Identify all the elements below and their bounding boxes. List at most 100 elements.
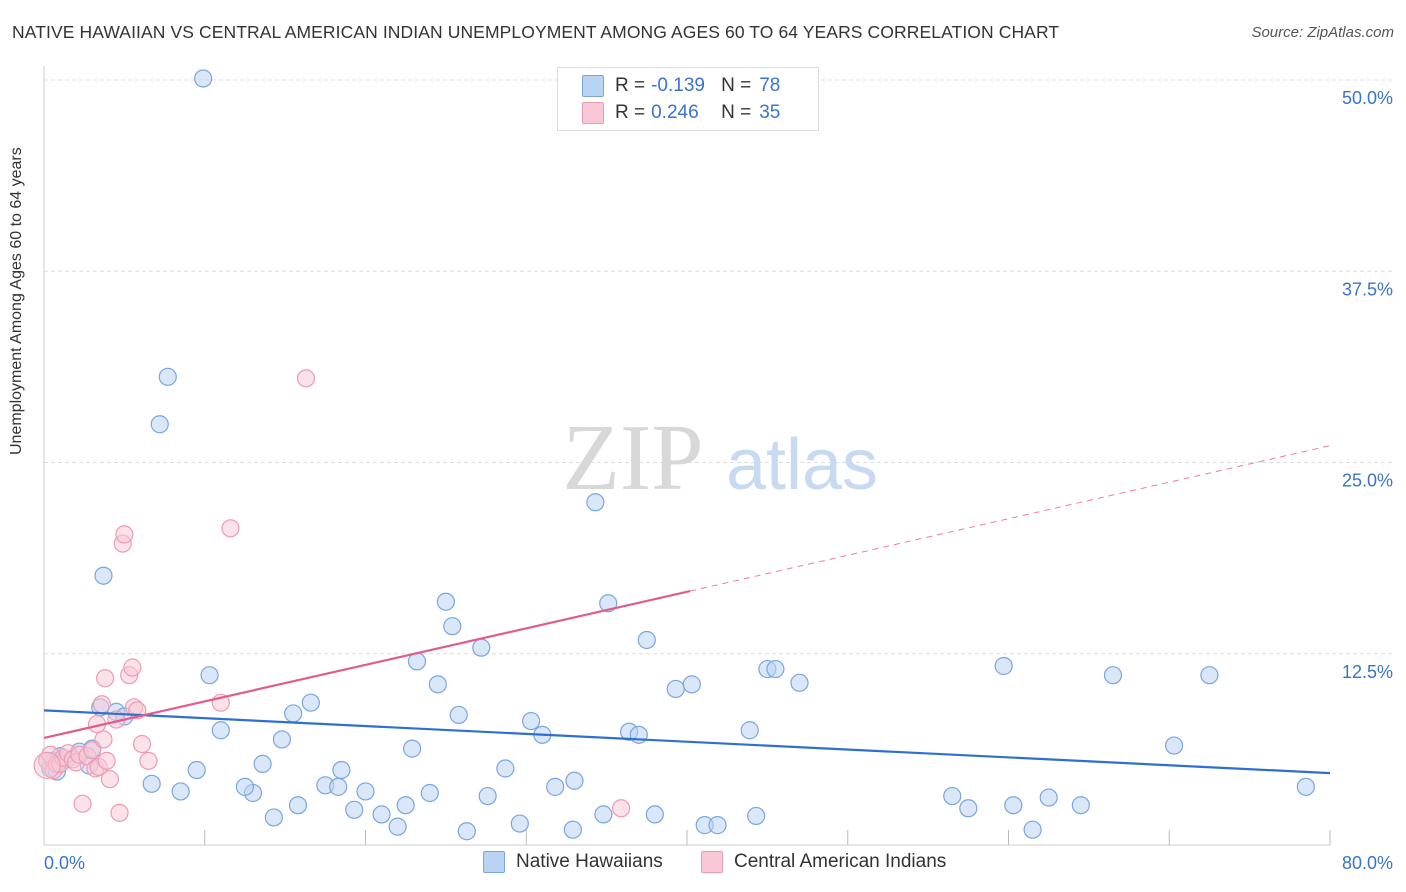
native-hawaiians-point <box>94 566 113 585</box>
native-hawaiians-point <box>211 721 230 740</box>
central-american-indians-point <box>100 770 120 789</box>
series-legend-native-hawaiians[interactable]: Native Hawaiians <box>483 851 663 873</box>
central-american-indians-point <box>92 695 111 714</box>
legend-swatch-pink <box>582 102 604 124</box>
native-hawaiians-point <box>478 786 497 806</box>
watermark-atlas: atlas <box>726 425 878 505</box>
legend-r-label: R = <box>615 102 646 123</box>
central-american-indians-point <box>33 751 61 780</box>
native-hawaiians-point <box>235 777 255 796</box>
y-tick-label: 50.0% <box>1342 88 1393 108</box>
native-hawaiians-point <box>563 820 582 839</box>
native-hawaiians-point <box>959 799 978 818</box>
native-hawaiians-point <box>645 805 664 824</box>
central-american-indians-point <box>110 803 129 822</box>
central-american-indians-point <box>115 525 134 544</box>
central-american-indians-point <box>73 794 92 813</box>
native-hawaiians-point <box>565 771 584 790</box>
native-hawaiians-point <box>329 777 348 796</box>
native-hawaiians-point <box>449 705 468 725</box>
native-hawaiians-point <box>142 774 161 793</box>
legend-r-label: R = <box>615 75 646 96</box>
trend-line-central-american-indians <box>43 589 691 739</box>
y-tick-label: 12.5% <box>1342 662 1393 682</box>
native-hawaiians-point <box>264 808 283 827</box>
series-legend: Native Hawaiians Central American Indian… <box>0 851 1406 877</box>
series-legend-central-american-indians[interactable]: Central American Indians <box>701 851 946 873</box>
central-american-indians-point <box>83 741 102 760</box>
native-hawaiians-point <box>546 777 565 796</box>
native-hawaiians-point <box>332 760 351 780</box>
native-hawaiians-point <box>288 796 308 815</box>
central-american-indians-point <box>221 519 240 538</box>
native-hawaiians-point <box>187 760 206 780</box>
y-tick-label: 25.0% <box>1342 471 1393 491</box>
native-hawaiians-point <box>158 367 177 386</box>
legend-n-value: 35 <box>759 102 781 123</box>
native-hawaiians-point <box>253 754 272 774</box>
y-tick-label: 37.5% <box>1342 279 1393 299</box>
native-hawaiians-point <box>994 656 1013 676</box>
native-hawaiians-point <box>682 675 701 694</box>
native-hawaiians-point <box>272 730 292 749</box>
native-hawaiians-point <box>708 816 727 835</box>
native-hawaiians-point <box>496 759 515 778</box>
native-hawaiians-point <box>194 69 213 88</box>
native-hawaiians-point <box>301 693 320 712</box>
native-hawaiians-point <box>629 725 648 744</box>
series-legend-label: Native Hawaiians <box>516 851 663 872</box>
native-hawaiians-point <box>388 817 407 836</box>
native-hawaiians-point <box>1103 666 1123 685</box>
central-american-indians-point <box>94 730 113 749</box>
native-hawaiians-point <box>372 805 391 824</box>
y-axis-label: Unemployment Among Ages 60 to 64 years <box>8 147 25 455</box>
central-american-indians-point <box>132 734 152 754</box>
legend-n-label: N = <box>721 102 752 123</box>
native-hawaiians-point <box>586 493 605 512</box>
watermark: ZIP atlas <box>563 406 879 510</box>
legend-r-value: -0.139 <box>651 75 705 96</box>
native-hawaiians-point <box>510 814 529 833</box>
source-label: Source: ZipAtlas.com <box>1251 24 1394 41</box>
central-american-indians-point <box>123 658 142 677</box>
native-hawaiians-point <box>599 594 618 613</box>
central-american-indians-point <box>97 751 116 770</box>
trend-lines <box>43 445 1331 775</box>
tick-labels: 12.5% 25.0% 37.5% 50.0% 0.0% 80.0% <box>44 88 1393 873</box>
legend-n-label: N = <box>721 75 752 96</box>
x-tick-label: 0.0% <box>44 853 85 873</box>
central-american-indians-point <box>611 799 631 818</box>
native-hawaiians-point <box>356 782 375 801</box>
native-hawaiians-point <box>637 630 656 650</box>
x-tick-label: 80.0% <box>1342 853 1393 873</box>
native-hawaiians-point <box>284 704 303 723</box>
series-swatch-pink <box>701 851 723 873</box>
correlation-legend: R = -0.139 N = 78 R = 0.246 N = 35 <box>557 67 819 131</box>
watermark-zip: ZIP <box>563 406 704 510</box>
legend-row-native-hawaiians: R = -0.139 N = 78 <box>582 74 780 98</box>
native-hawaiians-point <box>594 805 613 824</box>
native-hawaiians-point <box>472 638 491 657</box>
native-hawaiians-point <box>200 666 219 685</box>
native-hawaiians-point <box>443 617 462 636</box>
axes <box>43 66 1331 846</box>
native-hawaiians-point <box>403 739 422 758</box>
native-hawaiians-point <box>1004 796 1023 815</box>
native-hawaiians-point <box>345 800 364 819</box>
native-hawaiians-point <box>420 783 439 803</box>
native-hawaiians-point <box>747 806 766 826</box>
series-swatch-blue <box>483 851 505 873</box>
legend-row-central-american-indians: R = 0.246 N = 35 <box>582 101 781 125</box>
native-hawaiians-point <box>171 782 190 801</box>
native-hawaiians-point <box>766 659 785 679</box>
grid-lines <box>44 79 1392 655</box>
native-hawaiians-point <box>1023 820 1042 839</box>
legend-r-value: 0.246 <box>651 102 699 123</box>
central-american-indians-point <box>296 369 316 388</box>
native-hawaiians-point <box>521 711 541 731</box>
native-hawaiians-point <box>457 822 476 841</box>
native-hawaiians-point <box>1039 788 1058 807</box>
native-hawaiians-point <box>1164 736 1184 755</box>
data-points <box>33 69 1315 841</box>
